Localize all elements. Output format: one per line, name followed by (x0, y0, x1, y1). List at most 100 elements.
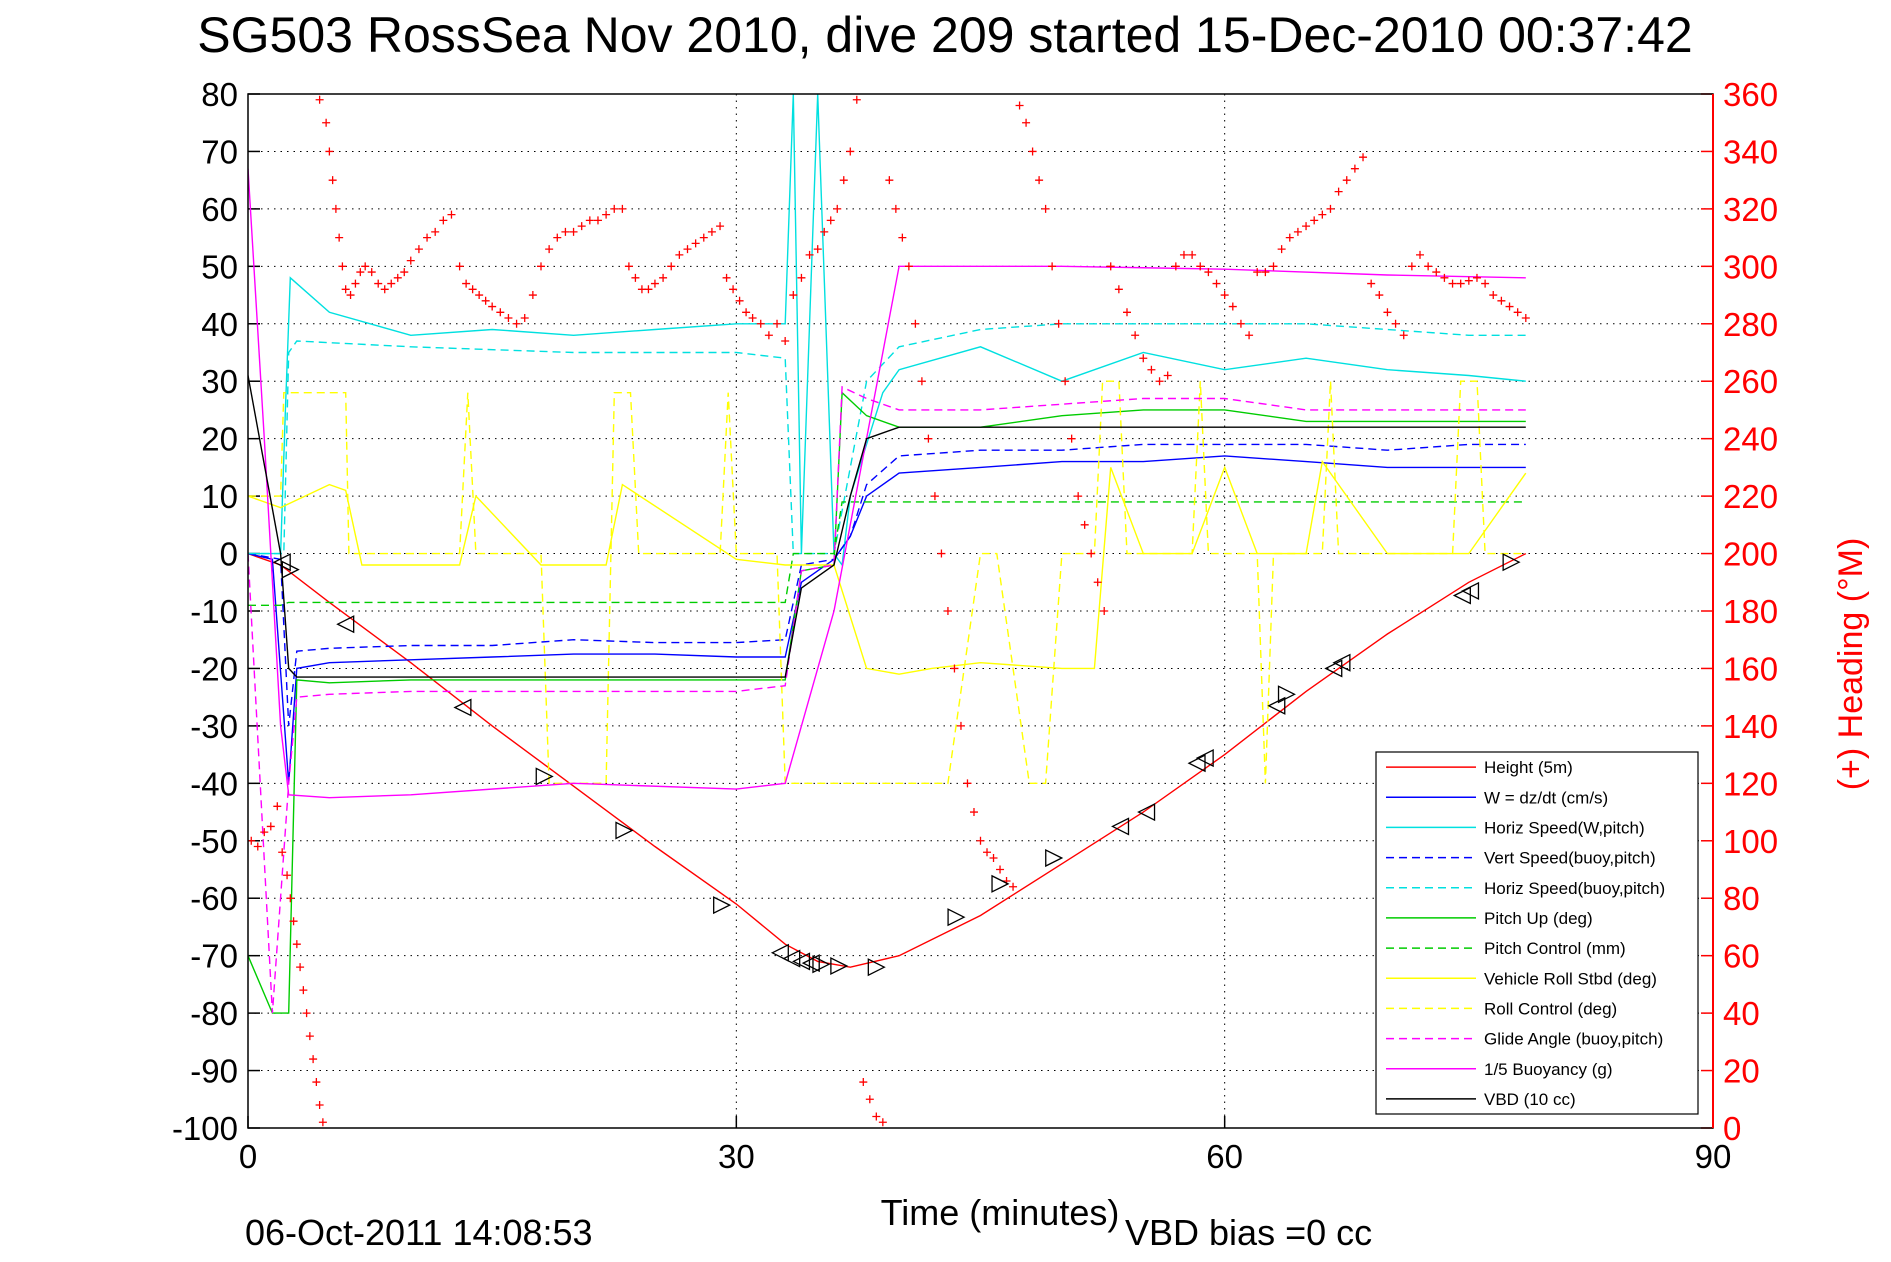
heading-point (989, 854, 998, 863)
heading-point (1139, 354, 1148, 363)
heading-point (335, 233, 344, 242)
heading-point (1093, 578, 1102, 587)
heading-point (1009, 882, 1018, 891)
heading-point (361, 262, 370, 271)
y-right-tick-label: 320 (1723, 191, 1778, 228)
heading-point (707, 227, 716, 236)
heading-point (400, 268, 409, 277)
heading-point (468, 285, 477, 294)
series-layer (248, 94, 1527, 1014)
heading-point (1212, 279, 1221, 288)
heading-point (561, 227, 570, 236)
y-tick-label: 0 (220, 536, 238, 573)
y-tick-label: -40 (190, 765, 238, 802)
heading-point (683, 245, 692, 254)
heading-point (569, 227, 578, 236)
heading-point (1350, 164, 1359, 173)
heading-point (302, 1009, 311, 1018)
heading-point (481, 296, 490, 305)
heading-point (545, 245, 554, 254)
turn-marker (1502, 553, 1521, 572)
y-right-tick-label: 200 (1723, 536, 1778, 573)
y-right-tick-label: 120 (1723, 765, 1778, 802)
heading-point (911, 319, 920, 328)
heading-point (423, 233, 432, 242)
series-line-6 (248, 501, 1526, 606)
y-tick-label: -30 (190, 708, 238, 745)
turn-marker (281, 560, 300, 579)
heading-point (969, 808, 978, 817)
heading-point (1310, 216, 1319, 225)
heading-point (439, 216, 448, 225)
series-line-9 (248, 385, 1526, 1014)
heading-point (1015, 101, 1024, 110)
heading-point (1326, 204, 1335, 213)
y-tick-label: 60 (201, 191, 238, 228)
legend-label-2: Horiz Speed(W,pitch) (1484, 818, 1645, 837)
heading-point (1302, 222, 1311, 231)
heading-point (1318, 210, 1327, 219)
legend-label-3: Vert Speed(buoy,pitch) (1484, 849, 1656, 868)
y-tick-label: -100 (172, 1110, 238, 1147)
heading-point (393, 273, 402, 282)
heading-point (1432, 268, 1441, 277)
heading-point (1391, 319, 1400, 328)
heading-point (1277, 245, 1286, 254)
heading-point (963, 779, 972, 788)
heading-point (496, 308, 505, 317)
legend-label-10: 1/5 Buoyancy (g) (1484, 1060, 1613, 1079)
heading-point (917, 377, 926, 386)
heading-point (1236, 319, 1245, 328)
heading-point (930, 492, 939, 501)
y-tick-label: -10 (190, 593, 238, 630)
heading-point (1383, 308, 1392, 317)
heading-point (1061, 377, 1070, 386)
y-tick-label: 80 (201, 76, 238, 113)
y-tick-label: 30 (201, 363, 238, 400)
heading-point (1131, 331, 1140, 340)
turn-marker (453, 698, 472, 717)
y-right-tick-label: 140 (1723, 708, 1778, 745)
heading-point (996, 865, 1005, 874)
heading-point (455, 262, 464, 271)
heading-point (773, 319, 782, 328)
heading-point (367, 268, 376, 277)
heading-point (859, 1078, 868, 1087)
heading-point (1188, 250, 1197, 259)
heading-point (891, 204, 900, 213)
heading-point (318, 1118, 327, 1127)
legend-label-9: Glide Angle (buoy,pitch) (1484, 1030, 1663, 1049)
y-tick-labels: 80 70 60 50 40 30 20 10 0 -10 -20 -30 -40 -50 -60 -70 -8… (172, 76, 238, 1147)
heading-point (1220, 291, 1229, 300)
heading-point (528, 291, 537, 300)
heading-point (631, 273, 640, 282)
heading-point (1245, 331, 1254, 340)
heading-point (414, 245, 423, 254)
y-right-tick-label: 280 (1723, 306, 1778, 343)
heading-point (260, 828, 269, 837)
y-right-tick-label: 180 (1723, 593, 1778, 630)
series-line-11 (248, 375, 1526, 678)
y-right-tick-label: 220 (1723, 478, 1778, 515)
heading-point (253, 842, 262, 851)
heading-point (1028, 147, 1037, 156)
heading-point (1285, 233, 1294, 242)
heading-point (624, 262, 633, 271)
series-line-10 (248, 168, 1526, 799)
heading-point (602, 210, 611, 219)
heading-point (1067, 434, 1076, 443)
series-line-7 (248, 459, 1527, 675)
heading-point (1041, 204, 1050, 213)
heading-point (1513, 308, 1522, 317)
heading-point (716, 222, 725, 231)
heading-point (650, 279, 659, 288)
legend: Height (5m) W = dz/dt (cm/s) Horiz Speed(W… (1375, 751, 1699, 1115)
heading-point (305, 1032, 314, 1041)
heading-point (299, 986, 308, 995)
heading-point (865, 1095, 874, 1104)
heading-point (283, 871, 292, 880)
heading-point (1048, 262, 1057, 271)
heading-point (431, 227, 440, 236)
x-tick-label: 60 (1206, 1138, 1243, 1175)
heading-point (898, 233, 907, 242)
